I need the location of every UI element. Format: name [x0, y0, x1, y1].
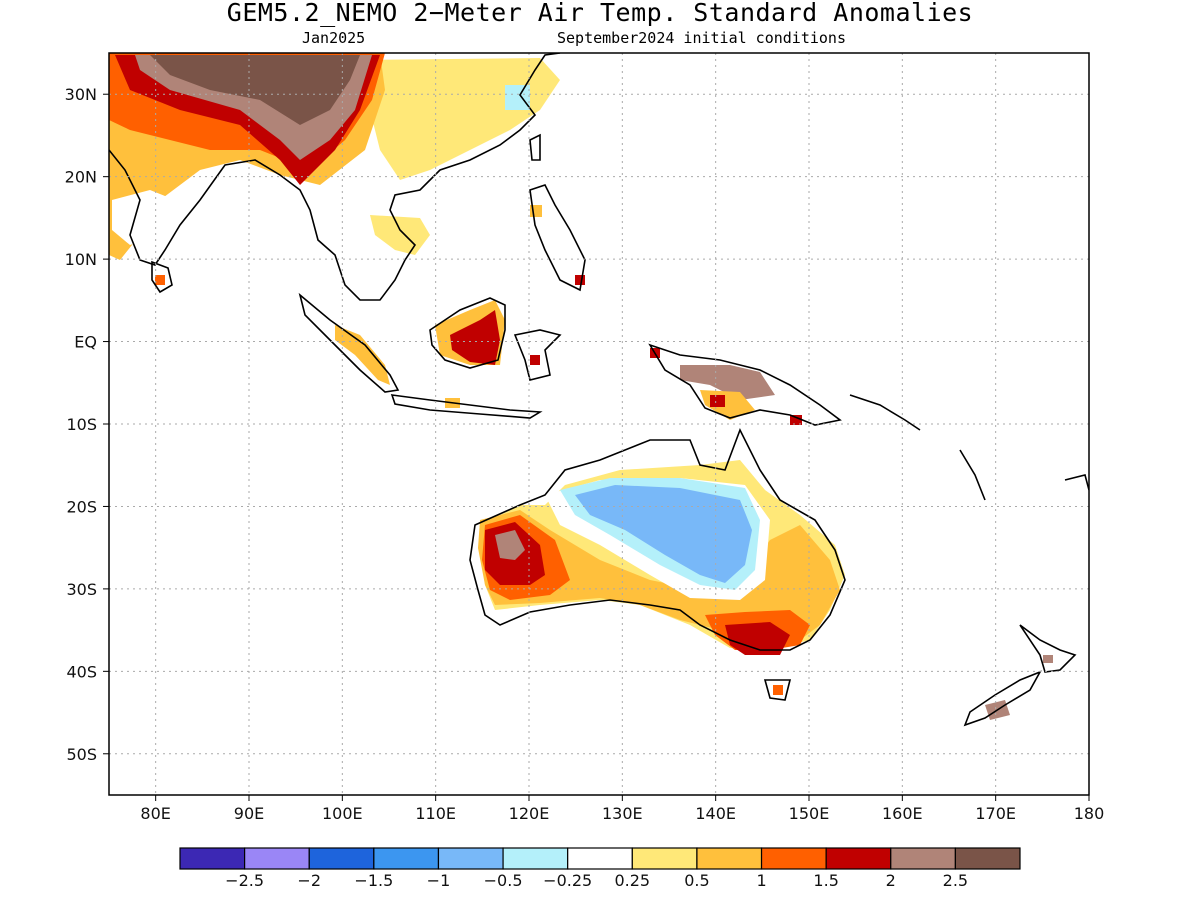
anomaly-region-south-india-white	[112, 190, 175, 245]
anomaly-region-victoria-red	[725, 622, 790, 655]
anomaly-region-mindanao-red	[575, 275, 585, 285]
anomaly-region-new-guinea-red	[710, 395, 725, 407]
colorbar-label: −0.25	[543, 871, 592, 890]
anomaly-region-png-east-red	[790, 415, 802, 425]
colorbar-swatch	[567, 847, 633, 870]
colorbar-swatch	[825, 847, 892, 870]
anomaly-region-sri-lanka	[155, 275, 165, 285]
colorbar-label: 1	[756, 871, 766, 890]
coastline-vanuatu	[959, 449, 986, 501]
coastline-borneo	[429, 297, 506, 369]
anomaly-field	[109, 53, 1053, 720]
lat-tick-label: 10S	[66, 415, 97, 434]
lat-tick-label: 20S	[66, 497, 97, 516]
lon-tick-label: 160E	[882, 804, 923, 823]
lat-tick-label: 50S	[66, 745, 97, 764]
lon-tick-label: 110E	[415, 804, 456, 823]
colorbar-swatch	[179, 847, 246, 870]
coastline-taiwan	[529, 133, 541, 161]
lon-tick-label: 130E	[602, 804, 643, 823]
lon-tick-label: 180	[1074, 804, 1105, 823]
coastline-australia	[469, 428, 846, 651]
longitude-axis: 80E 90E 100E 110E 120E 130E 140E 150E 160E 170E 18…	[140, 795, 1104, 823]
anomaly-region-new-guinea-brown	[680, 365, 775, 400]
initial-conditions: September2024 initial conditions	[557, 29, 846, 47]
lat-tick-label: 10N	[65, 250, 97, 269]
lon-tick-label: 140E	[695, 804, 736, 823]
colorbar-label: 2	[886, 871, 896, 890]
coastline-new-zealand-south	[963, 670, 1042, 727]
coastlines	[109, 53, 1089, 727]
colorbar-swatch	[954, 847, 1021, 870]
lon-tick-label: 120E	[509, 804, 550, 823]
coastline-new-guinea	[648, 343, 842, 426]
colorbar-label: 2.5	[943, 871, 968, 890]
colorbar-swatch	[308, 847, 375, 870]
anomaly-region-indochina-yellow	[370, 215, 430, 255]
coastline-sumatra	[298, 292, 400, 393]
latitude-axis: 30N 20N 10N EQ 10S 20S 30S 40S 50S	[65, 85, 109, 764]
colorbar-swatch	[631, 847, 698, 870]
lon-tick-label: 170E	[975, 804, 1016, 823]
coastline-sulawesi	[513, 329, 562, 381]
anomaly-region-australia-orange	[478, 510, 840, 645]
colorbar-swatch	[890, 847, 956, 870]
forecast-month: Jan2025	[302, 29, 366, 47]
anomaly-region-tibet-brown	[150, 55, 360, 125]
colorbar-label: −0.5	[484, 871, 523, 890]
chart-title: GEM5.2_NEMO 2−Meter Air Temp. Standard A…	[226, 0, 974, 27]
lat-tick-label: 30S	[66, 580, 97, 599]
colorbar-swatch	[696, 847, 763, 870]
lon-tick-label: 80E	[140, 804, 170, 823]
colorbar-label: −1	[427, 871, 451, 890]
lon-tick-label: 100E	[322, 804, 363, 823]
colorbar	[179, 847, 1021, 870]
coastline-tasmania	[763, 679, 792, 701]
colorbar-swatch	[373, 847, 440, 870]
colorbar-label: 0.5	[684, 871, 709, 890]
colorbar-label: −2	[297, 871, 321, 890]
colorbar-swatch	[437, 847, 504, 870]
anomaly-region-west-australia-brown	[495, 530, 525, 560]
colorbar-labels: −2.5 −2 −1.5 −1 −0.5 −0.25 0.25 0.5 1 1.5 2 2.5	[225, 871, 968, 890]
coastline-sri-lanka	[151, 260, 173, 294]
coastline-fiji	[1064, 474, 1089, 491]
anomaly-region-north-island-brown	[1043, 655, 1053, 663]
coastline-java	[390, 394, 543, 419]
lat-tick-label: 20N	[65, 168, 97, 187]
anomaly-region-sumatra-orange	[335, 325, 390, 385]
colorbar-label: 1.5	[813, 871, 838, 890]
anomaly-region-east-china-cold	[505, 85, 530, 110]
lon-tick-label: 150E	[789, 804, 830, 823]
anomaly-region-borneo-red	[450, 310, 500, 365]
lat-tick-label: 30N	[65, 85, 97, 104]
coastline-solomon-islands	[849, 394, 921, 431]
colorbar-swatch	[760, 847, 827, 870]
colorbar-swatch	[502, 847, 569, 870]
lat-tick-label: EQ	[74, 333, 97, 352]
lon-tick-label: 90E	[234, 804, 264, 823]
coastline-asia	[109, 53, 561, 301]
anomaly-region-sulawesi-red	[530, 355, 540, 365]
coastline-new-zealand-north	[1019, 624, 1077, 673]
colorbar-label: 0.25	[614, 871, 650, 890]
colorbar-swatch	[244, 847, 310, 870]
anomaly-region-tasmania-orange	[773, 685, 783, 695]
lat-tick-label: 40S	[66, 662, 97, 681]
anomaly-region-central-australia-lightblue	[575, 485, 752, 583]
colorbar-label: −1.5	[354, 871, 393, 890]
coastline-philippines	[529, 184, 586, 292]
colorbar-label: −2.5	[225, 871, 264, 890]
